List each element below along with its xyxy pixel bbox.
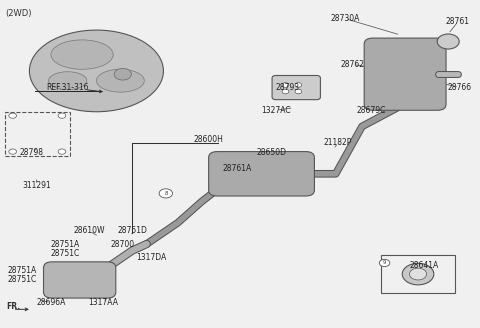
Circle shape (282, 89, 289, 94)
Text: 28751A: 28751A (8, 266, 37, 275)
Text: 28696A: 28696A (36, 298, 66, 307)
FancyBboxPatch shape (272, 75, 321, 100)
Text: 28761A: 28761A (223, 164, 252, 174)
Circle shape (295, 83, 302, 87)
Text: 28751A: 28751A (51, 239, 80, 249)
Circle shape (379, 259, 390, 267)
Text: 28798: 28798 (20, 148, 44, 157)
Text: 28793: 28793 (276, 83, 300, 92)
Ellipse shape (48, 72, 87, 90)
Text: 28730A: 28730A (331, 14, 360, 23)
Text: 21182P: 21182P (324, 138, 352, 147)
Ellipse shape (51, 40, 113, 69)
Text: 1317AA: 1317AA (89, 298, 119, 307)
FancyBboxPatch shape (209, 152, 314, 196)
Text: 311291: 311291 (22, 181, 51, 190)
Text: 28700: 28700 (111, 239, 135, 249)
Text: (2WD): (2WD) (5, 9, 32, 18)
Circle shape (282, 83, 289, 87)
Text: 28762: 28762 (340, 60, 364, 69)
Text: FR.: FR. (6, 301, 21, 311)
Text: 28761: 28761 (446, 17, 470, 27)
Bar (381, 256, 456, 293)
Text: 28679C: 28679C (357, 106, 386, 114)
Text: 28751C: 28751C (51, 249, 80, 258)
Ellipse shape (96, 69, 144, 92)
Text: 28751D: 28751D (118, 226, 147, 236)
Text: 28766: 28766 (447, 83, 471, 92)
Text: 8: 8 (164, 191, 168, 196)
Text: 1327AC: 1327AC (261, 106, 291, 114)
Circle shape (58, 149, 66, 154)
Text: 9: 9 (383, 260, 386, 265)
Ellipse shape (29, 30, 163, 112)
FancyBboxPatch shape (364, 38, 446, 110)
Text: 28751C: 28751C (8, 276, 37, 284)
Circle shape (9, 113, 16, 118)
FancyBboxPatch shape (44, 262, 116, 298)
Text: 28600H: 28600H (194, 135, 224, 144)
Text: 28610W: 28610W (73, 226, 105, 236)
Circle shape (114, 68, 132, 80)
Circle shape (159, 189, 172, 198)
Text: 28650D: 28650D (256, 148, 286, 157)
Text: 1317DA: 1317DA (136, 253, 167, 262)
Circle shape (437, 34, 459, 49)
Circle shape (409, 268, 427, 280)
Circle shape (58, 113, 66, 118)
Text: 28641A: 28641A (409, 261, 439, 270)
Text: REF.31-316: REF.31-316 (47, 83, 89, 92)
Circle shape (295, 89, 302, 94)
Bar (5, 112, 70, 156)
Circle shape (9, 149, 16, 154)
Circle shape (402, 263, 434, 285)
